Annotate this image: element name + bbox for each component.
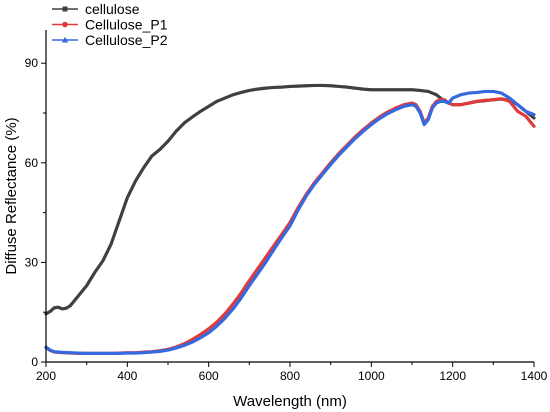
y-tick-label: 30: [25, 255, 39, 269]
legend-marker-cellulose-p1: [62, 21, 68, 28]
legend-label-cellulose-p1: Cellulose_P1: [85, 17, 168, 33]
x-tick-label: 1000: [358, 369, 385, 383]
legend-label-cellulose-p2: Cellulose_P2: [85, 32, 168, 48]
x-tick-label: 800: [280, 369, 300, 383]
axes-layer: 200 400 600 800 1000 1200 1400 0 30 60 90: [25, 30, 548, 383]
y-tick-label: 0: [31, 355, 38, 369]
x-tick-label: 1200: [439, 369, 466, 383]
x-tick-label: 600: [199, 369, 219, 383]
y-tick-label: 90: [25, 56, 39, 70]
series-layer: [44, 83, 536, 355]
y-axis-title: Diffuse Reflectance (%): [3, 117, 20, 274]
x-axis-title: Wavelength (nm): [233, 393, 347, 410]
legend-marker-cellulose: [62, 6, 68, 12]
x-tick-label: 200: [36, 369, 56, 383]
legend-label-cellulose: cellulose: [85, 1, 140, 17]
x-tick-label: 400: [117, 369, 137, 383]
x-tick-label: 1400: [521, 369, 548, 383]
legend-marker-cellulose-p2: [61, 36, 69, 43]
y-tick-label: 60: [25, 156, 39, 170]
series-line-cellulose-p2: [44, 89, 536, 355]
